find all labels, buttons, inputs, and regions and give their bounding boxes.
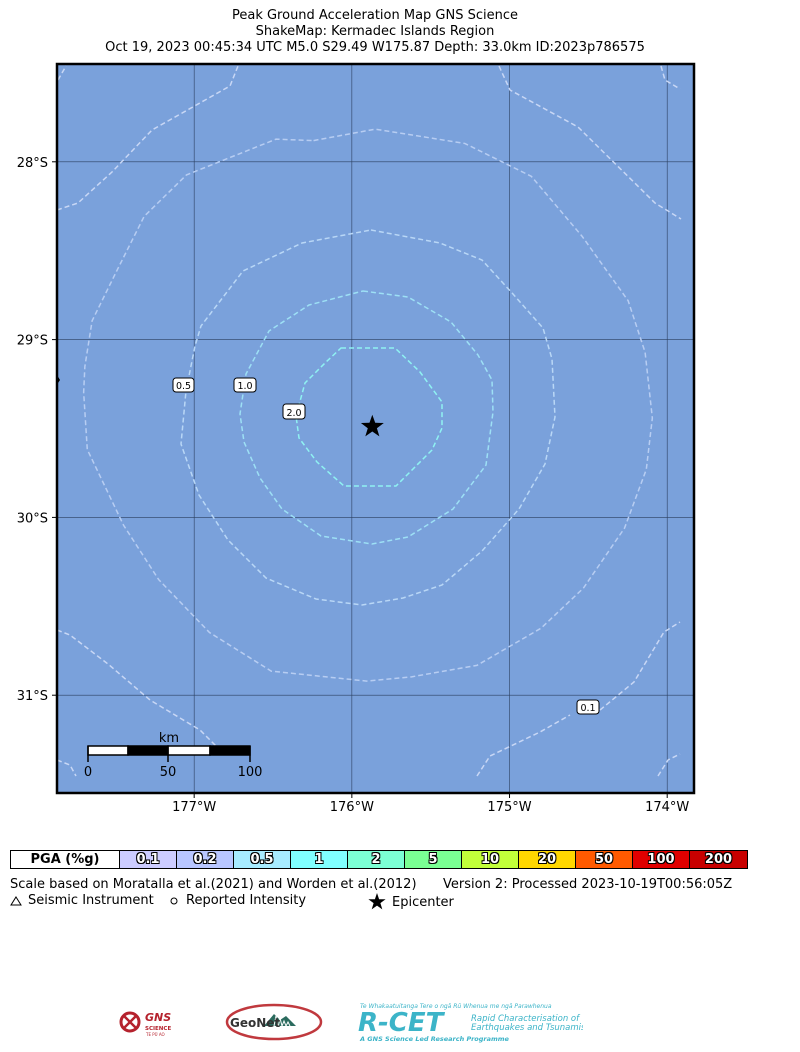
contour-0.5	[180, 229, 556, 606]
legend-bin-200: 200	[690, 851, 747, 868]
map-title: Peak Ground Acceleration Map GNS Science	[231, 8, 518, 23]
contour-0.1	[599, 621, 681, 711]
lat-tick-label: 30°S	[17, 511, 48, 526]
contour-0.2	[82, 128, 654, 682]
scale-bar-label-100: 100	[238, 765, 263, 780]
map-subtitle: ShakeMap: Kermadec Islands Region	[255, 24, 495, 39]
svg-text:Earthquakes and Tsunamis: Earthquakes and Tsunamis	[471, 1023, 583, 1033]
contour-0.1	[476, 714, 571, 777]
pga-legend: PGA (%g) 0.1 0.2 0.5 1 2 5 10 20 50 100 200	[10, 850, 748, 869]
lat-tick-label: 28°S	[17, 156, 48, 171]
legend-bin-0.2: 0.2	[177, 851, 234, 868]
contour-0.1	[657, 753, 681, 777]
contour-0.1	[56, 759, 77, 777]
legend-bin-2: 2	[348, 851, 405, 868]
svg-text:0.1: 0.1	[580, 703, 595, 714]
legend-bin-0.5: 0.5	[234, 851, 291, 868]
legend-bin-5: 5	[405, 851, 462, 868]
circle-icon	[170, 897, 178, 904]
gns-science-logo: GNS SCIENCE TE PŪ AO	[119, 1011, 171, 1037]
svg-text:2.0: 2.0	[286, 408, 301, 419]
lat-tick-label: 29°S	[17, 334, 48, 349]
version-info: Version 2: Processed 2023-10-19T00:56:05…	[443, 877, 733, 892]
scale-reference: Scale based on Moratalla et al.(2021) an…	[10, 877, 417, 892]
contour-0.1	[56, 629, 219, 749]
legend-bin-0.1: 0.1	[120, 851, 177, 868]
legend-epicenter: Epicenter	[368, 893, 454, 911]
scale-bar-label-50: 50	[160, 765, 177, 780]
contour-1.0	[239, 290, 494, 545]
legend-bin-1: 1	[291, 851, 348, 868]
contour-2.0	[295, 347, 443, 487]
scale-bar-label-0: 0	[84, 765, 92, 780]
scale-bar-unit: km	[159, 731, 179, 746]
rcet-logo: Te Whakaatuitanga Tere o ngā Rū Whenua m…	[358, 1003, 583, 1043]
lat-tick-label: 31°S	[17, 689, 48, 704]
shakemap-map: 0.5 1.0 2.0 0.1 km 0 50 100 28°S 29°S 30°S…	[17, 62, 696, 815]
graticule	[57, 64, 694, 793]
star-icon	[368, 893, 386, 910]
lon-tick-label: 174°W	[645, 800, 689, 815]
contour-0.1	[498, 65, 682, 220]
contour-0.1	[660, 65, 681, 90]
svg-text:GeoNet: GeoNet	[230, 1016, 280, 1030]
contour-label-2.0: 2.0	[282, 403, 306, 420]
svg-text:R-CET: R-CET	[358, 1008, 446, 1038]
svg-text:0.5: 0.5	[176, 381, 191, 392]
scale-bar: km 0 50 100	[84, 731, 263, 780]
svg-text:1.0: 1.0	[237, 381, 252, 392]
legend-reported-intensity: Reported Intensity	[168, 893, 306, 908]
map-frame	[55, 62, 696, 795]
axis-ticks: 28°S 29°S 30°S 31°S 177°W 176°W 175°W 174°W	[17, 156, 690, 815]
geonet-logo: GeoNet	[225, 1003, 323, 1041]
legend-bin-100: 100	[633, 851, 690, 868]
legend-header: PGA (%g)	[11, 851, 120, 868]
lon-tick-label: 176°W	[330, 800, 374, 815]
svg-text:GNS: GNS	[145, 1011, 171, 1024]
svg-text:SCIENCE: SCIENCE	[145, 1026, 171, 1032]
contour-label-0.5: 0.5	[172, 377, 195, 393]
legend-bin-10: 10	[462, 851, 519, 868]
contour-label-1.0: 1.0	[233, 377, 257, 393]
svg-text:Te Whakaatuitanga Tere o ngā R: Te Whakaatuitanga Tere o ngā Rū Whenua m…	[360, 1003, 552, 1010]
legend-seismic-instrument: Seismic Instrument	[10, 893, 154, 908]
triangle-icon	[10, 895, 22, 905]
legend-bin-50: 50	[576, 851, 633, 868]
contour-0.1	[56, 65, 239, 211]
contour-label-0.1: 0.1	[576, 699, 600, 715]
pga-contours	[56, 65, 682, 777]
epicenter-star-icon	[360, 414, 384, 437]
svg-text:Rapid Characterisation of: Rapid Characterisation of	[471, 1014, 581, 1024]
lon-tick-label: 175°W	[487, 800, 531, 815]
svg-text:TE PŪ AO: TE PŪ AO	[145, 1032, 165, 1037]
lon-tick-label: 177°W	[172, 800, 216, 815]
event-details: Oct 19, 2023 00:45:34 UTC M5.0 S29.49 W1…	[105, 40, 645, 55]
svg-text:A GNS Science Led Research Pro: A GNS Science Led Research Programme	[359, 1035, 510, 1043]
legend-bin-20: 20	[519, 851, 576, 868]
contour-0.1	[57, 65, 67, 81]
